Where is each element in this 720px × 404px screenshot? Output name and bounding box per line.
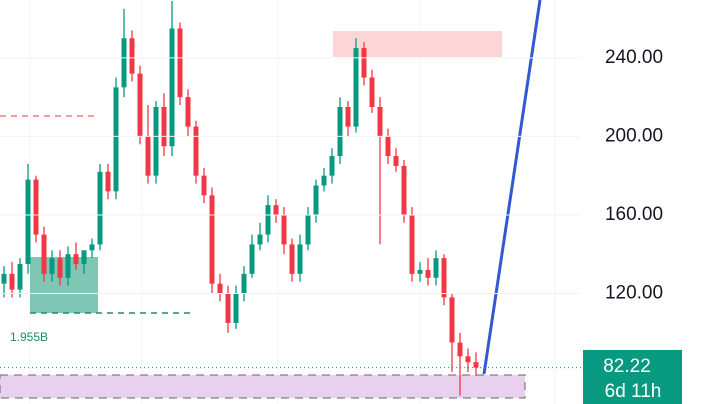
candle-body (17, 264, 23, 290)
candle-body (81, 250, 87, 265)
candle-body (257, 234, 263, 245)
candle-body (297, 244, 303, 274)
candle-body (105, 171, 111, 192)
candle-body (129, 38, 135, 74)
trend-line (482, 0, 542, 375)
candle-body (233, 293, 239, 323)
candle-body (465, 356, 471, 363)
candle-body (409, 214, 415, 274)
candle-body (425, 269, 431, 278)
candle-body (361, 48, 367, 78)
price-label: 82.22 (603, 356, 651, 377)
candle-body (449, 297, 455, 343)
candle-body (177, 28, 183, 98)
candle-body (121, 38, 127, 88)
volume-zone (30, 257, 98, 313)
candle-body (265, 205, 271, 235)
annotation: 1.955B (10, 330, 48, 344)
candle-body (73, 254, 79, 265)
candle-body (25, 179, 31, 265)
candle-body (169, 28, 175, 147)
candle-body (281, 214, 287, 245)
candle-body (153, 106, 159, 176)
candle-body (273, 205, 279, 215)
y-axis: 120.00 160.00 200.00 240.00 (0, 47, 663, 303)
candle-body (57, 258, 63, 278)
candle-body (225, 293, 231, 323)
candle-body (9, 273, 15, 290)
candle-body (161, 106, 167, 147)
candle-body (473, 362, 479, 368)
candle-body (345, 106, 351, 127)
candle-body (337, 106, 343, 157)
candle-body (433, 258, 439, 278)
candle-body (289, 244, 295, 274)
candle-body (241, 273, 247, 294)
candle-body (137, 73, 143, 137)
candle-body (145, 136, 151, 176)
candle-body (97, 171, 103, 245)
candle-body (249, 244, 255, 274)
candle-body (217, 283, 223, 294)
candle-body (1, 273, 7, 284)
candle-body (185, 97, 191, 127)
y-tick-label: 240.00 (605, 47, 663, 68)
y-tick-label: 160.00 (605, 204, 663, 225)
candle-body (401, 165, 407, 215)
candle-body (33, 179, 39, 235)
candle-body (353, 48, 359, 127)
candle-body (393, 156, 399, 166)
price-box (583, 350, 682, 404)
candle-body (193, 126, 199, 176)
candle-body (417, 269, 423, 274)
candle-body (329, 156, 335, 176)
candle-body (209, 195, 215, 284)
candle-body (113, 87, 119, 192)
candle-body (41, 234, 47, 274)
candle-body (313, 185, 319, 215)
candle-body (305, 214, 311, 245)
candle-body (441, 258, 447, 298)
candle-body (457, 342, 463, 357)
candle-body (89, 244, 95, 251)
grid (29, 0, 556, 404)
candles (0, 0, 583, 396)
candle-body (369, 77, 375, 107)
y-tick-label: 120.00 (605, 282, 663, 303)
candle-body (377, 106, 383, 137)
demand-zone (0, 374, 526, 399)
candle-body (201, 175, 207, 196)
candle-body (321, 175, 327, 186)
y-tick-label: 200.00 (605, 125, 663, 146)
supply-zone (333, 31, 502, 57)
countdown: 6d 11h (605, 381, 662, 402)
candle-body (65, 254, 71, 278)
candle-body (385, 136, 391, 157)
candle-body (49, 258, 55, 274)
